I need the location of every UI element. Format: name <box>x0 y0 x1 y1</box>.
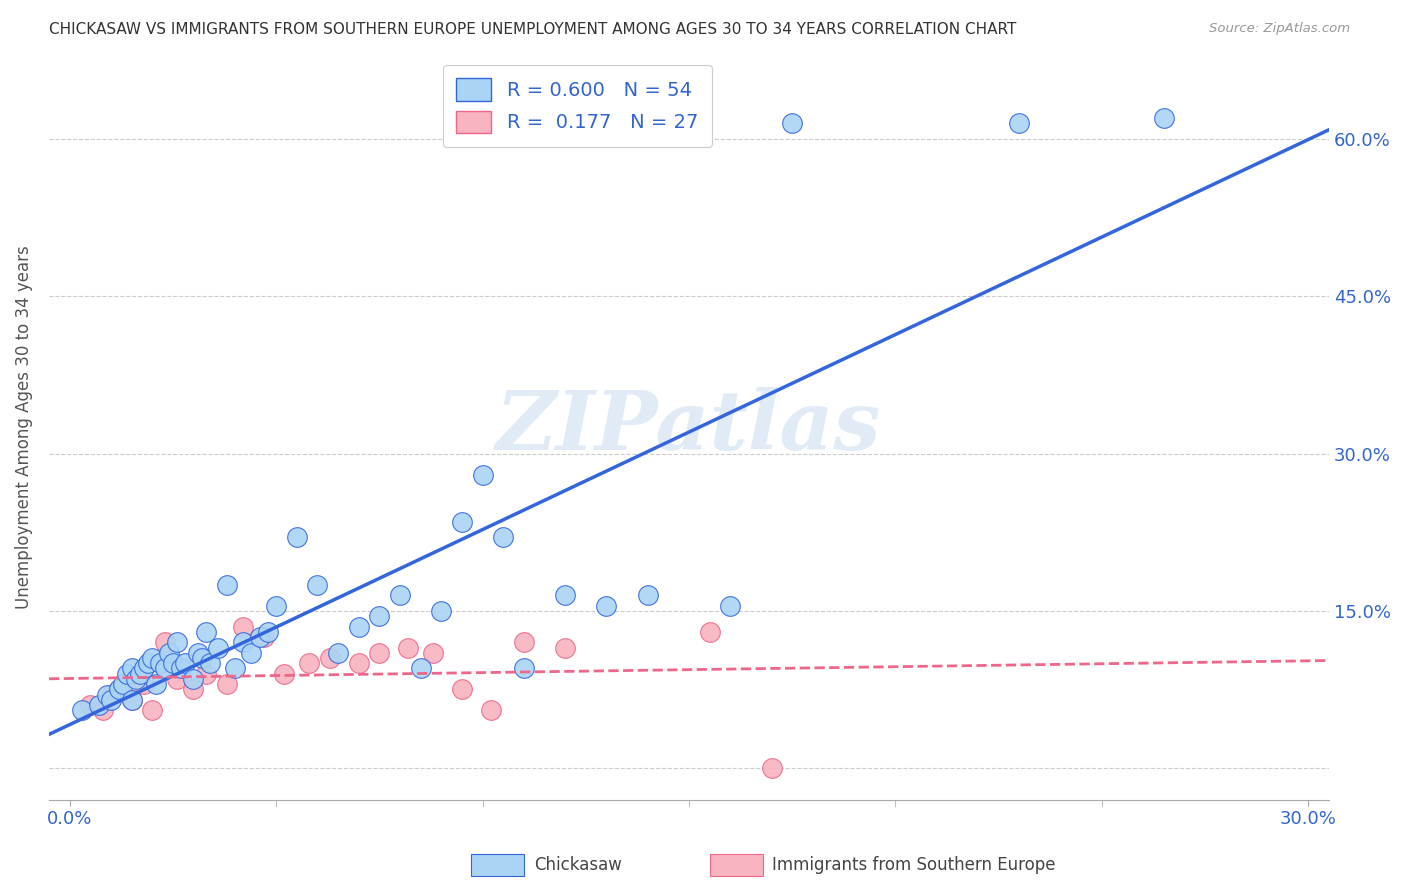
Point <box>166 672 188 686</box>
Point <box>319 651 342 665</box>
Point <box>87 698 110 713</box>
Point <box>187 646 209 660</box>
Point <box>699 624 721 639</box>
Point <box>132 661 155 675</box>
Point <box>368 646 391 660</box>
Text: Source: ZipAtlas.com: Source: ZipAtlas.com <box>1209 22 1350 36</box>
Point <box>100 693 122 707</box>
Point <box>273 666 295 681</box>
Point <box>285 530 308 544</box>
Point <box>162 657 184 671</box>
Legend: R = 0.600   N = 54, R =  0.177   N = 27: R = 0.600 N = 54, R = 0.177 N = 27 <box>443 65 711 146</box>
Point <box>100 688 122 702</box>
Point <box>761 761 783 775</box>
Point <box>96 688 118 702</box>
Point <box>396 640 419 655</box>
Point <box>183 672 205 686</box>
Point <box>264 599 287 613</box>
Point <box>554 640 576 655</box>
Point <box>108 682 131 697</box>
Point <box>409 661 432 675</box>
Point <box>145 677 167 691</box>
Point <box>215 577 238 591</box>
Point <box>215 677 238 691</box>
Point <box>198 657 221 671</box>
Point <box>149 657 172 671</box>
Point <box>108 682 131 697</box>
Point <box>70 703 93 717</box>
Point <box>451 515 474 529</box>
Point <box>492 530 515 544</box>
Point <box>141 703 163 717</box>
Point <box>240 646 263 660</box>
Point <box>347 657 370 671</box>
Point <box>513 635 536 649</box>
Point <box>183 682 205 697</box>
Point <box>718 599 741 613</box>
Point <box>232 635 254 649</box>
Point <box>249 630 271 644</box>
Point <box>513 661 536 675</box>
Point <box>174 657 197 671</box>
Point <box>307 577 329 591</box>
Point <box>368 609 391 624</box>
Point <box>388 588 411 602</box>
Point <box>430 604 453 618</box>
Text: CHICKASAW VS IMMIGRANTS FROM SOUTHERN EUROPE UNEMPLOYMENT AMONG AGES 30 TO 34 YE: CHICKASAW VS IMMIGRANTS FROM SOUTHERN EU… <box>49 22 1017 37</box>
Point <box>112 677 135 691</box>
Point <box>190 651 212 665</box>
Point <box>471 467 494 482</box>
Point <box>253 630 276 644</box>
Text: Chickasaw: Chickasaw <box>534 855 621 874</box>
Point <box>554 588 576 602</box>
Point <box>194 666 217 681</box>
Point <box>422 646 444 660</box>
Point <box>117 666 139 681</box>
Point <box>91 703 114 717</box>
Point <box>232 619 254 633</box>
Point <box>298 657 321 671</box>
Point <box>136 657 159 671</box>
Point <box>595 599 617 613</box>
Point <box>451 682 474 697</box>
Point <box>780 116 803 130</box>
Point <box>153 661 176 675</box>
Point <box>121 693 143 707</box>
Point <box>79 698 101 713</box>
Point <box>170 661 193 675</box>
Text: Immigrants from Southern Europe: Immigrants from Southern Europe <box>772 855 1056 874</box>
Point <box>256 624 278 639</box>
Point <box>326 646 349 660</box>
Point <box>157 646 180 660</box>
Point <box>479 703 502 717</box>
Point <box>153 635 176 649</box>
Point <box>194 624 217 639</box>
Point <box>141 651 163 665</box>
Point <box>121 693 143 707</box>
Point <box>224 661 246 675</box>
Point <box>347 619 370 633</box>
Point <box>132 677 155 691</box>
Point <box>1008 116 1031 130</box>
Point <box>166 635 188 649</box>
Point <box>1153 111 1175 125</box>
Point <box>207 640 229 655</box>
Y-axis label: Unemployment Among Ages 30 to 34 years: Unemployment Among Ages 30 to 34 years <box>15 245 32 609</box>
Point <box>637 588 659 602</box>
Text: ZIPatlas: ZIPatlas <box>496 387 882 467</box>
Point <box>121 661 143 675</box>
Point <box>128 666 150 681</box>
Point <box>125 672 148 686</box>
